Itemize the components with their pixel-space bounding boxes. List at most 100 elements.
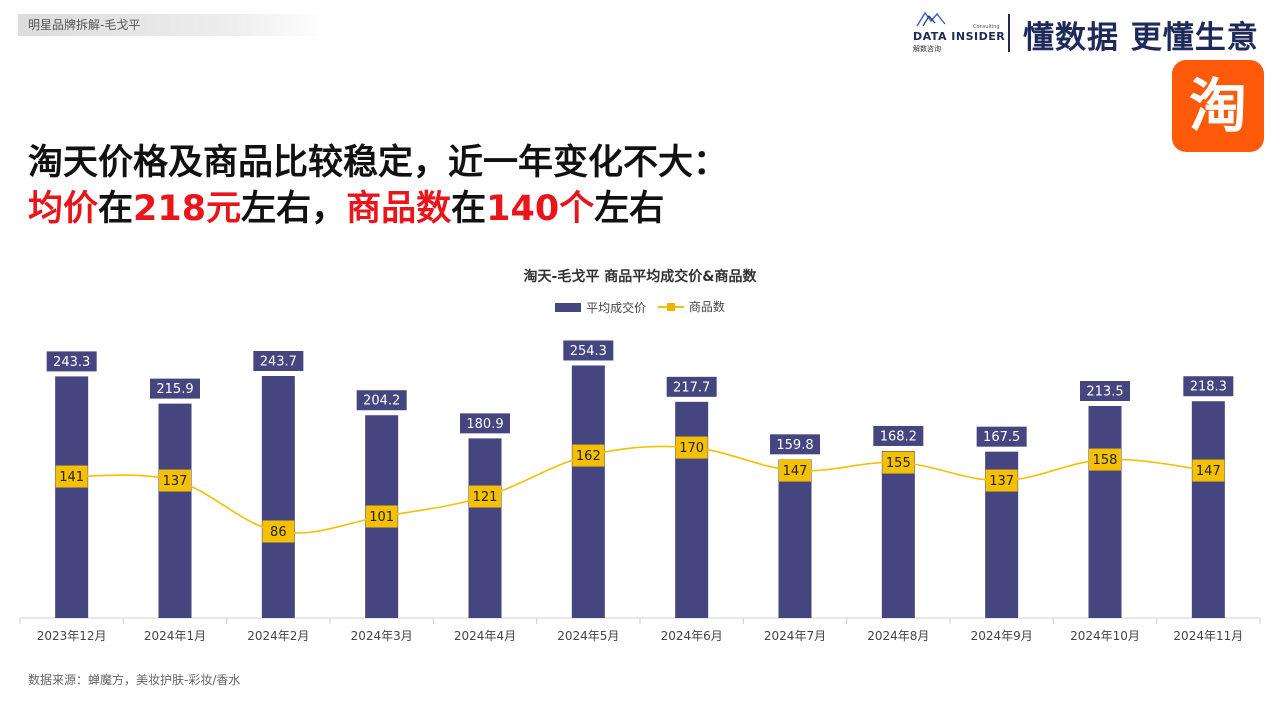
legend-bar-swatch	[555, 302, 582, 312]
headline-line-2: 均价在218元左右，商品数在140个左右	[28, 186, 728, 232]
line-point-marker	[262, 520, 295, 543]
data-insider-logo: Consulting DATA INSIDER 解数咨询	[905, 10, 1005, 54]
bar-value-label: 218.3	[1190, 380, 1227, 395]
bar-label-bg	[150, 378, 200, 399]
legend-label-price: 平均成交价	[586, 300, 647, 315]
bar-value-label: 168.2	[880, 429, 917, 444]
x-tick-label: 2024年1月	[144, 629, 206, 643]
bar-label-bg	[1183, 376, 1234, 397]
legend-label-count: 商品数	[688, 300, 725, 314]
x-tick-label: 2024年4月	[454, 629, 516, 643]
chart-bar	[261, 376, 295, 618]
bar-label-bg	[976, 426, 1027, 447]
line-value-label: 121	[473, 490, 498, 505]
bar-value-label: 180.9	[466, 417, 503, 432]
line-point-marker	[779, 459, 811, 482]
x-tick-label: 2024年10月	[1070, 629, 1140, 643]
x-tick-label: 2024年11月	[1173, 629, 1243, 643]
brand-consulting: Consulting	[973, 24, 1000, 30]
chart-bar	[468, 438, 502, 618]
bar-value-label: 213.5	[1086, 384, 1123, 399]
x-tick-label: 2024年2月	[247, 629, 309, 643]
bar-value-label: 159.8	[776, 438, 813, 453]
brand-divider	[1008, 14, 1010, 52]
line-point-marker	[572, 444, 605, 467]
chart-bar	[675, 401, 709, 618]
bar-value-label: 243.3	[53, 355, 90, 370]
chart-bar	[778, 459, 812, 618]
line-value-label: 147	[1196, 464, 1221, 479]
taobao-logo-icon: 淘	[1172, 60, 1264, 152]
legend-item-bar: 平均成交价	[555, 299, 646, 316]
line-point-marker	[675, 436, 708, 459]
bar-label-bg	[460, 413, 510, 434]
line-point-marker	[55, 465, 88, 488]
line-value-label: 86	[270, 525, 287, 540]
headline-highlight: 140个	[486, 189, 595, 229]
chart-legend: 平均成交价 商品数	[0, 298, 1280, 316]
line-point-marker	[1192, 459, 1225, 482]
x-tick-label: 2023年12月	[37, 629, 107, 643]
bar-label-bg	[563, 340, 614, 361]
bar-label-bg	[356, 390, 407, 411]
brand-subname: 解数咨询	[913, 45, 941, 53]
line-value-label: 162	[576, 449, 601, 464]
headline-text: 在	[98, 189, 134, 229]
line-value-label: 137	[163, 474, 188, 489]
line-value-label: 158	[1093, 453, 1118, 468]
bar-label-bg	[666, 376, 717, 397]
data-source: 数据来源：蝉魔方，美妆护肤-彩妆/香水	[28, 673, 241, 687]
bar-value-label: 217.7	[673, 380, 710, 395]
legend-line-swatch	[657, 302, 684, 312]
bar-value-label: 215.9	[156, 382, 193, 397]
chart-bar	[571, 365, 605, 618]
x-tick-label: 2024年9月	[971, 629, 1033, 643]
count-series-line	[71, 445, 1209, 534]
line-value-label: 147	[783, 464, 808, 479]
chart-bar	[55, 376, 89, 618]
headline-highlight: 218元	[133, 189, 242, 229]
headline-highlight: 商品数	[346, 189, 452, 229]
line-point-marker	[469, 485, 501, 508]
taobao-logo-text: 淘	[1188, 72, 1247, 140]
headline-highlight: 均价	[28, 189, 99, 229]
chart-bar	[1088, 405, 1122, 618]
brand-name: DATA INSIDER	[913, 30, 1006, 43]
bar-value-label: 243.7	[260, 355, 297, 370]
line-point-marker	[159, 469, 191, 492]
chart-bar	[158, 403, 192, 618]
chart-bar	[881, 450, 915, 618]
bar-value-label: 204.2	[363, 394, 400, 409]
bar-label-bg	[873, 425, 924, 446]
line-value-label: 137	[989, 474, 1014, 489]
line-value-label: 101	[369, 510, 394, 525]
x-tick-label: 2024年3月	[351, 629, 413, 643]
legend-item-line: 商品数	[657, 298, 725, 315]
bar-value-label: 254.3	[570, 344, 607, 359]
x-tick-label: 2024年8月	[867, 629, 929, 643]
chart-title: 淘天-毛戈平 商品平均成交价&商品数	[523, 269, 757, 285]
brand-mark-icon	[916, 11, 946, 27]
page-headline: 淘天价格及商品比较稳定，近一年变化不大： 均价在218元左右，商品数在140个左…	[28, 140, 728, 232]
line-point-marker	[1089, 448, 1121, 471]
headline-text: 左右，	[241, 189, 347, 229]
line-value-label: 155	[886, 456, 911, 471]
headline-line-1: 淘天价格及商品比较稳定，近一年变化不大：	[28, 143, 729, 183]
brand-header: Consulting DATA INSIDER 解数咨询 懂数据 更懂生意	[905, 10, 1277, 56]
bar-label-bg	[1080, 380, 1130, 401]
x-tick-label: 2024年5月	[557, 629, 619, 643]
line-point-marker	[365, 505, 398, 528]
chart-bar	[1191, 401, 1225, 618]
breadcrumb: 明星品牌拆解-毛戈平	[18, 14, 328, 36]
x-tick-label: 2024年6月	[661, 629, 723, 643]
bar-label-bg	[770, 434, 820, 455]
line-value-label: 141	[59, 470, 84, 485]
bar-label-bg	[46, 351, 97, 372]
bar-label-bg	[253, 351, 304, 372]
bar-value-label: 167.5	[983, 430, 1020, 445]
headline-text: 在	[451, 189, 487, 229]
line-point-marker	[882, 451, 915, 474]
brand-slogan: 懂数据 更懂生意	[1023, 20, 1259, 56]
line-point-marker	[985, 469, 1018, 492]
